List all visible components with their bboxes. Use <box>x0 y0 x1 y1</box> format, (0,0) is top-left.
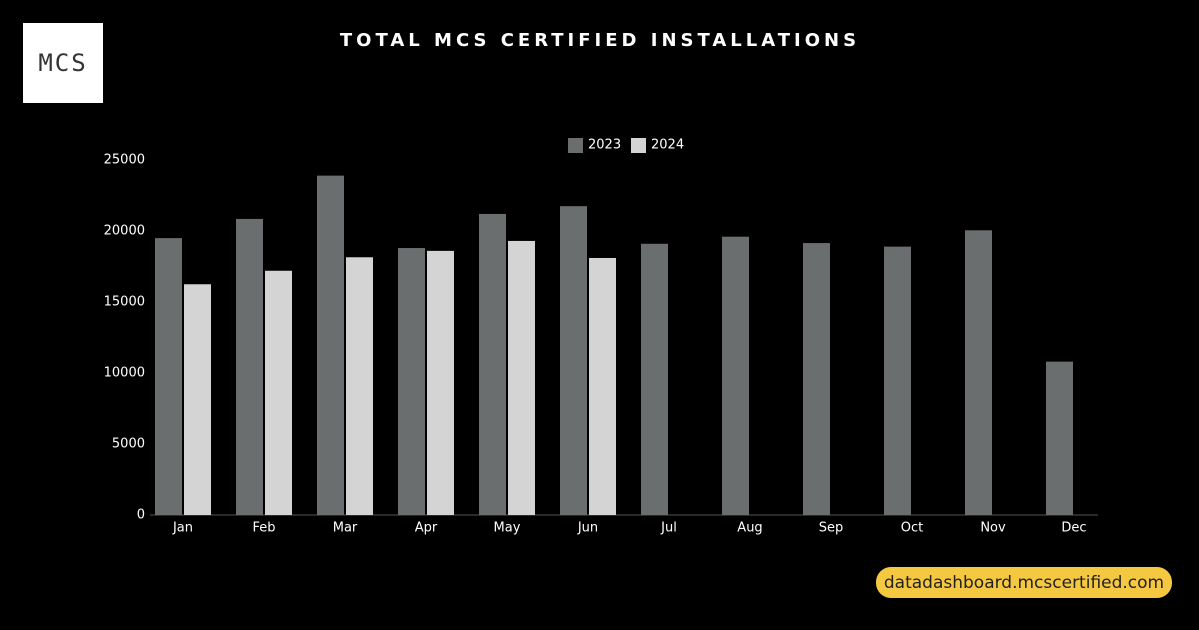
bar <box>155 238 182 515</box>
bar <box>589 257 616 515</box>
y-tick-label: 15000 <box>104 295 145 310</box>
x-tick-label: Jun <box>577 521 598 536</box>
bar <box>265 270 292 515</box>
x-tick-label: Nov <box>980 521 1006 536</box>
bar <box>317 175 344 515</box>
bar <box>641 243 668 515</box>
y-tick-label: 5000 <box>112 437 145 452</box>
x-tick-label: Apr <box>415 521 438 536</box>
bar <box>1046 361 1073 515</box>
x-tick-label: May <box>494 521 521 536</box>
bar <box>965 230 992 516</box>
legend-swatch <box>568 138 583 153</box>
bar <box>722 236 749 515</box>
x-tick-label: Jan <box>172 521 193 536</box>
legend-swatch <box>631 138 646 153</box>
url-pill[interactable] <box>876 567 1172 598</box>
legend-label: 2023 <box>588 138 621 153</box>
bar <box>803 243 830 515</box>
bar <box>346 257 373 515</box>
y-tick-label: 0 <box>137 508 145 523</box>
x-tick-label: Mar <box>333 521 358 536</box>
bar <box>398 248 425 516</box>
bar <box>560 206 587 515</box>
logo: MCS <box>38 49 87 77</box>
x-tick-label: Aug <box>737 521 762 536</box>
y-tick-label: 20000 <box>104 224 145 239</box>
y-tick-label: 25000 <box>104 153 145 168</box>
x-tick-label: Dec <box>1061 521 1086 536</box>
x-tick-label: Feb <box>252 521 275 536</box>
y-tick-label: 10000 <box>104 366 145 381</box>
bar <box>427 250 454 515</box>
bar <box>184 284 211 515</box>
bar <box>479 213 506 515</box>
chart-title: TOTAL MCS CERTIFIED INSTALLATIONS <box>340 30 860 51</box>
legend-label: 2024 <box>651 138 684 153</box>
bar <box>236 218 263 515</box>
x-tick-label: Sep <box>819 521 844 536</box>
x-tick-label: Jul <box>660 521 677 536</box>
url[interactable]: datadashboard.mcscertified.com <box>884 573 1164 593</box>
logo-box <box>23 23 103 103</box>
bar <box>508 240 535 515</box>
x-tick-label: Oct <box>901 521 923 536</box>
bar <box>884 246 911 515</box>
